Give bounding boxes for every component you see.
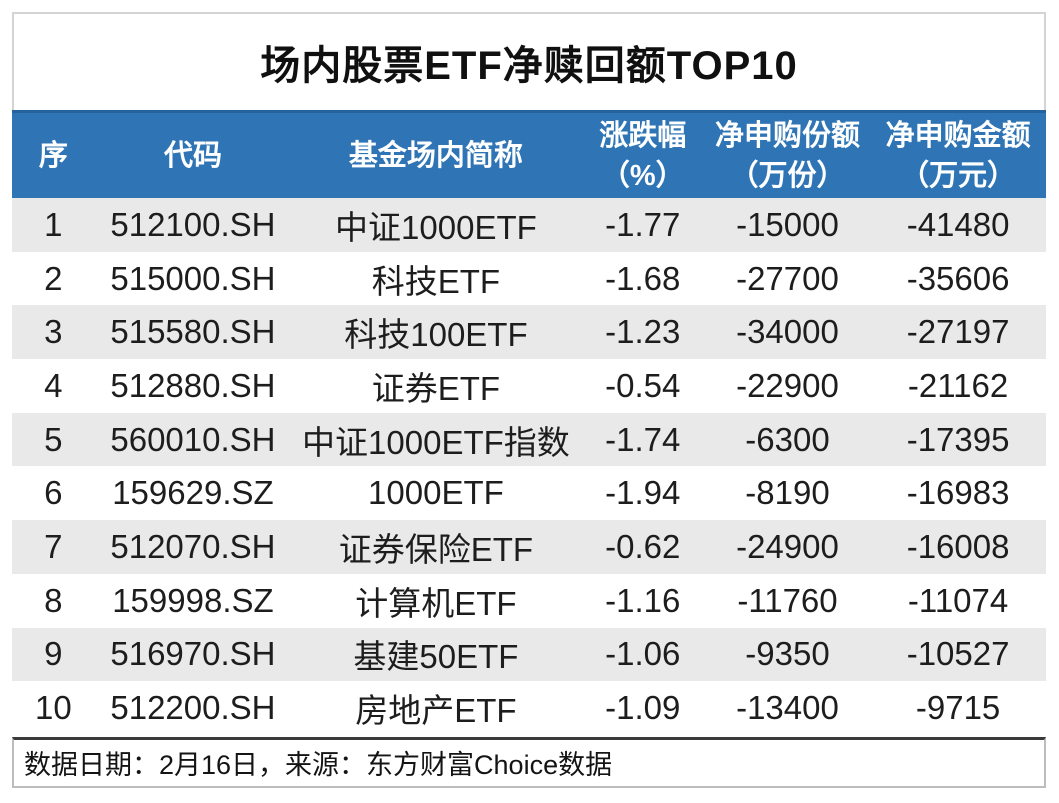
footer-note: 数据日期：2月16日，来源：东方财富Choice数据	[24, 750, 613, 781]
column-header-label: 涨跌幅	[599, 119, 687, 152]
etf-table-sheet: 场内股票ETF净赎回额TOP10 序 代码 基金场内简称 涨跌幅 （%） 净申购…	[12, 12, 1046, 788]
cell-net-amount: -27197	[906, 313, 1010, 351]
cell-seq: 6	[44, 474, 63, 512]
cell-fund-name: 证券保险ETF	[338, 530, 534, 568]
table-row: 9 516970.SH 基建50ETF -1.06 -9350 -10527	[12, 627, 1046, 682]
cell-code: 512200.SH	[110, 689, 276, 727]
cell-fund-name: 基建50ETF	[353, 638, 519, 676]
cell-code: 515000.SH	[110, 259, 276, 297]
column-header-label: 净申购金额	[885, 119, 1031, 152]
table-row: 2 515000.SH 科技ETF -1.68 -27700 -35606	[12, 251, 1046, 306]
cell-net-shares: -13400	[736, 689, 839, 727]
cell-net-amount: -17395	[906, 420, 1010, 458]
table-row: 6 159629.SZ 1000ETF -1.94 -8190 -16983	[12, 466, 1046, 521]
column-header-net-shares: 净申购份额 （万份）	[705, 113, 870, 198]
table-row: 4 512880.SH 证券ETF -0.54 -22900 -21162	[12, 359, 1046, 413]
cell-seq: 9	[44, 635, 63, 673]
cell-net-amount: -41480	[906, 205, 1010, 243]
cell-code: 512070.SH	[110, 527, 276, 565]
table-row: 8 159998.SZ 计算机ETF -1.16 -11760 -11074	[12, 573, 1046, 628]
cell-net-amount: -35606	[906, 259, 1010, 297]
column-header-net-amount: 净申购金额 （万元）	[870, 113, 1046, 198]
cell-change-pct: -1.16	[605, 581, 681, 619]
cell-seq: 3	[44, 313, 63, 351]
column-header-label: 序	[38, 139, 68, 172]
column-header-label: 代码	[163, 139, 222, 172]
column-header-change-pct: 涨跌幅 （%）	[581, 113, 705, 198]
column-header-unit: （万份）	[729, 159, 846, 192]
cell-net-shares: -15000	[736, 205, 839, 243]
cell-code: 560010.SH	[110, 420, 276, 458]
cell-net-amount: -16983	[906, 474, 1010, 512]
cell-net-shares: -34000	[736, 313, 839, 351]
cell-code: 512880.SH	[110, 366, 276, 404]
cell-code: 512100.SH	[110, 205, 276, 243]
cell-net-shares: -9350	[745, 635, 830, 673]
column-header-unit: （万元）	[900, 159, 1017, 192]
cell-code: 515580.SH	[110, 313, 276, 351]
table-row: 1 512100.SH 中证1000ETF -1.77 -15000 -4148…	[12, 198, 1046, 252]
cell-code: 159629.SZ	[112, 474, 274, 512]
cell-change-pct: -1.68	[605, 259, 681, 297]
cell-net-shares: -24900	[736, 527, 839, 565]
cell-fund-name: 中证1000ETF指数	[302, 423, 570, 461]
cell-code: 516970.SH	[110, 635, 276, 673]
cell-net-amount: -21162	[907, 366, 1009, 404]
cell-seq: 5	[44, 420, 63, 458]
cell-fund-name: 房地产ETF	[355, 692, 517, 730]
cell-change-pct: -0.62	[605, 527, 681, 565]
cell-net-amount: -11074	[907, 581, 1009, 619]
cell-code: 159998.SZ	[112, 581, 274, 619]
cell-seq: 4	[44, 366, 63, 404]
cell-fund-name: 计算机ETF	[355, 584, 517, 622]
cell-net-shares: -27700	[736, 259, 839, 297]
column-header-label: 基金场内简称	[348, 139, 523, 172]
cell-net-shares: -6300	[745, 420, 830, 458]
cell-net-amount: -10527	[906, 635, 1010, 673]
cell-net-shares: -8190	[745, 474, 830, 512]
footer-note-box: 数据日期：2月16日，来源：东方财富Choice数据	[12, 736, 1046, 788]
cell-change-pct: -1.06	[605, 635, 681, 673]
table-header-row: 序 代码 基金场内简称 涨跌幅 （%） 净申购份额 （万份） 净申购金额 （万元…	[12, 110, 1046, 198]
cell-change-pct: -1.94	[605, 474, 681, 512]
column-header-unit: （%）	[600, 159, 685, 192]
cell-fund-name: 中证1000ETF	[335, 208, 537, 246]
cell-change-pct: -1.74	[605, 420, 681, 458]
table-row: 3 515580.SH 科技100ETF -1.23 -34000 -27197	[12, 305, 1046, 360]
cell-change-pct: -1.77	[605, 205, 681, 243]
cell-change-pct: -1.09	[605, 689, 681, 727]
column-header-seq: 序	[12, 113, 95, 198]
page-title: 场内股票ETF净赎回额TOP10	[260, 44, 798, 88]
column-header-code: 代码	[95, 113, 291, 198]
cell-seq: 1	[44, 205, 63, 243]
table-row: 10 512200.SH 房地产ETF -1.09 -13400 -9715	[12, 681, 1046, 735]
cell-net-shares: -22900	[736, 366, 839, 404]
cell-seq: 7	[44, 527, 63, 565]
cell-net-amount: -9715	[915, 689, 1001, 727]
cell-change-pct: -1.23	[605, 313, 681, 351]
table-title-box: 场内股票ETF净赎回额TOP10	[12, 12, 1046, 110]
cell-fund-name: 科技ETF	[371, 262, 501, 300]
table-row: 7 512070.SH 证券保险ETF -0.62 -24900 -16008	[12, 520, 1046, 574]
cell-change-pct: -0.54	[605, 366, 681, 404]
cell-seq: 8	[44, 581, 63, 619]
cell-seq: 10	[35, 689, 72, 727]
table-row: 5 560010.SH 中证1000ETF指数 -1.74 -6300 -173…	[12, 412, 1046, 467]
cell-fund-name: 科技100ETF	[344, 316, 528, 354]
column-header-label: 净申购份额	[714, 119, 860, 152]
column-header-fund-name: 基金场内简称	[291, 113, 581, 198]
cell-seq: 2	[44, 259, 63, 297]
cell-fund-name: 1000ETF	[368, 474, 504, 512]
cell-fund-name: 证券ETF	[371, 369, 501, 407]
cell-net-amount: -16008	[906, 527, 1010, 565]
cell-net-shares: -11760	[737, 581, 838, 619]
